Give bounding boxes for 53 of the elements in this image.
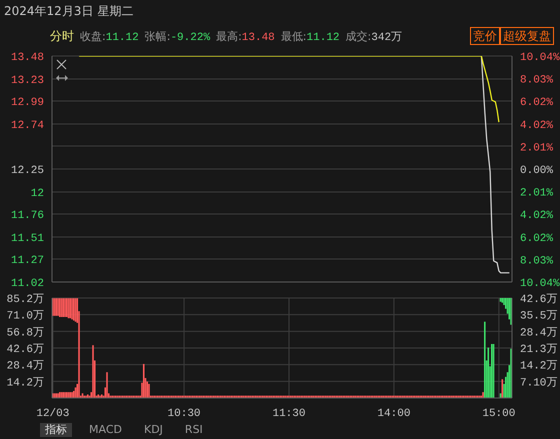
y2-tick-label: 10.04%: [520, 278, 560, 290]
x-tick-label: 15:00: [482, 408, 516, 420]
y2-tick-label: 35.5万: [520, 310, 558, 323]
y2-tick-label: 2.01%: [520, 188, 554, 200]
text: 成交:342万: [346, 29, 402, 44]
y-tick-label: 14.2万: [6, 376, 44, 390]
y2-tick-label: 4.02%: [520, 210, 554, 222]
y2-tick-label: 6.02%: [520, 97, 554, 110]
y-tick-label: 11.51: [10, 232, 44, 245]
x-tick-label: 14:00: [377, 408, 410, 420]
line-series: [78, 56, 500, 123]
text: MACD: [88, 423, 123, 437]
y2-tick-label: 28.4万: [520, 326, 558, 340]
y-tick-label: 11.76: [10, 210, 44, 222]
y-tick-label: 12: [30, 188, 44, 200]
text: KDJ: [142, 423, 164, 437]
y-tick-label: 56.8万: [6, 326, 44, 340]
text: 分时: [50, 28, 74, 45]
y2-tick-label: 7.10万: [520, 376, 558, 390]
x-tick-label: 12/03: [36, 408, 70, 420]
text: 最高:13.48: [216, 29, 275, 44]
y2-tick-label: 42.6万: [520, 293, 558, 306]
y-tick-label: 42.6万: [6, 343, 44, 356]
y-tick-label: 28.4万: [6, 360, 44, 373]
y-tick-label: 12.74: [10, 120, 44, 132]
text: 超级复盘: [500, 27, 554, 45]
y2-tick-label: 14.2万: [520, 360, 558, 373]
y2-tick-label: 21.3万: [520, 343, 558, 356]
y-tick-label: 71.0万: [6, 310, 44, 323]
text: RSI: [184, 423, 204, 437]
text: 收盘:11.12: [80, 29, 139, 44]
y2-tick-label: 6.02%: [520, 232, 554, 245]
text: 张幅:-9.22%: [144, 29, 210, 44]
text: 最低:11.12: [280, 29, 340, 44]
y-tick-label: 12.99: [10, 97, 44, 110]
chart-title: 2024年12月3日 星期二: [4, 3, 134, 20]
x-tick-label: 11:30: [272, 408, 306, 420]
text: 指标: [40, 423, 72, 437]
y2-tick-label: 0.00%: [520, 165, 554, 177]
y2-tick-label: 8.03%: [520, 74, 554, 87]
x-tick-label: 10:30: [168, 408, 201, 420]
y2-tick-label: 10.04%: [520, 52, 560, 64]
y2-tick-label: 4.02%: [520, 120, 554, 132]
y-tick-label: 13.23: [10, 74, 44, 87]
text: 竞价: [470, 27, 500, 45]
y-tick-label: 12.25: [10, 165, 44, 177]
line-series: [480, 56, 510, 274]
y-tick-label: 85.2万: [6, 293, 44, 306]
y-tick-label: 13.48: [10, 52, 44, 64]
y-tick-label: 11.02: [10, 278, 44, 290]
y-tick-label: 11.27: [10, 255, 44, 268]
y2-tick-label: 2.01%: [520, 142, 554, 154]
y2-tick-label: 8.03%: [520, 255, 554, 268]
